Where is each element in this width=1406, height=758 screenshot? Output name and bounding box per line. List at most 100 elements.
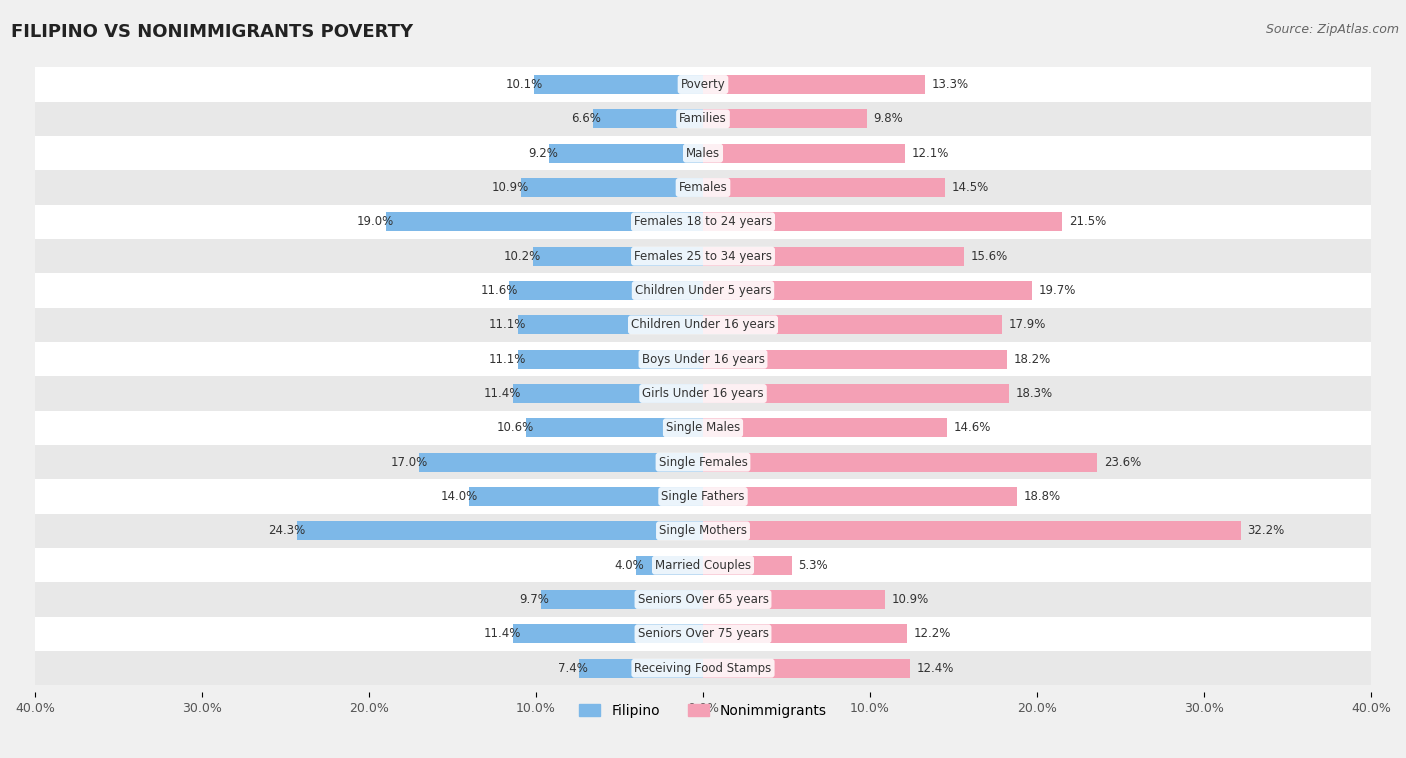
Bar	[509, 281, 703, 300]
Bar	[513, 384, 703, 403]
Bar	[703, 384, 1008, 403]
Text: 9.8%: 9.8%	[873, 112, 903, 125]
Bar	[35, 548, 1371, 582]
Text: Families: Families	[679, 112, 727, 125]
Text: 14.5%: 14.5%	[952, 181, 988, 194]
Text: 14.6%: 14.6%	[953, 421, 991, 434]
Text: Females 25 to 34 years: Females 25 to 34 years	[634, 249, 772, 263]
Bar	[297, 522, 703, 540]
Text: 10.2%: 10.2%	[503, 249, 541, 263]
Text: Single Mothers: Single Mothers	[659, 525, 747, 537]
Text: Girls Under 16 years: Girls Under 16 years	[643, 387, 763, 400]
Text: 4.0%: 4.0%	[614, 559, 644, 572]
Bar	[522, 178, 703, 197]
Text: 18.3%: 18.3%	[1015, 387, 1053, 400]
Bar	[35, 514, 1371, 548]
Text: 10.9%: 10.9%	[891, 593, 929, 606]
Text: 23.6%: 23.6%	[1104, 456, 1142, 468]
Text: 32.2%: 32.2%	[1247, 525, 1285, 537]
Text: 24.3%: 24.3%	[269, 525, 305, 537]
Bar	[703, 418, 946, 437]
Bar	[703, 281, 1032, 300]
Text: 7.4%: 7.4%	[558, 662, 588, 675]
Bar	[703, 659, 910, 678]
Text: 13.3%: 13.3%	[932, 78, 969, 91]
Bar	[419, 453, 703, 471]
Bar	[703, 349, 1007, 368]
Bar	[541, 590, 703, 609]
Text: FILIPINO VS NONIMMIGRANTS POVERTY: FILIPINO VS NONIMMIGRANTS POVERTY	[11, 23, 413, 41]
Text: Single Fathers: Single Fathers	[661, 490, 745, 503]
Text: 12.1%: 12.1%	[911, 147, 949, 160]
Bar	[703, 75, 925, 94]
Text: 9.7%: 9.7%	[519, 593, 550, 606]
Bar	[35, 582, 1371, 617]
Text: 12.2%: 12.2%	[914, 628, 950, 641]
Text: Children Under 16 years: Children Under 16 years	[631, 318, 775, 331]
Text: 10.6%: 10.6%	[498, 421, 534, 434]
Bar	[579, 659, 703, 678]
Text: 17.9%: 17.9%	[1008, 318, 1046, 331]
Text: Children Under 5 years: Children Under 5 years	[634, 284, 772, 297]
Bar	[517, 349, 703, 368]
Bar	[526, 418, 703, 437]
Bar	[703, 487, 1017, 506]
Bar	[703, 247, 963, 265]
Bar	[35, 342, 1371, 376]
Bar	[513, 625, 703, 644]
Text: 10.9%: 10.9%	[492, 181, 529, 194]
Text: 15.6%: 15.6%	[970, 249, 1008, 263]
Bar	[35, 67, 1371, 102]
Bar	[703, 556, 792, 575]
Bar	[517, 315, 703, 334]
Bar	[703, 212, 1062, 231]
Text: 17.0%: 17.0%	[391, 456, 427, 468]
Bar	[534, 75, 703, 94]
Bar	[35, 274, 1371, 308]
Text: 5.3%: 5.3%	[799, 559, 828, 572]
Bar	[35, 239, 1371, 274]
Bar	[35, 308, 1371, 342]
Text: 11.1%: 11.1%	[489, 318, 526, 331]
Text: Source: ZipAtlas.com: Source: ZipAtlas.com	[1265, 23, 1399, 36]
Bar	[35, 205, 1371, 239]
Text: Married Couples: Married Couples	[655, 559, 751, 572]
Text: Boys Under 16 years: Boys Under 16 years	[641, 352, 765, 365]
Text: Receiving Food Stamps: Receiving Food Stamps	[634, 662, 772, 675]
Text: Females: Females	[679, 181, 727, 194]
Bar	[703, 453, 1097, 471]
Text: 19.7%: 19.7%	[1039, 284, 1076, 297]
Bar	[35, 411, 1371, 445]
Text: 21.5%: 21.5%	[1069, 215, 1107, 228]
Legend: Filipino, Nonimmigrants: Filipino, Nonimmigrants	[574, 698, 832, 723]
Text: 10.1%: 10.1%	[505, 78, 543, 91]
Bar	[703, 315, 1002, 334]
Bar	[35, 376, 1371, 411]
Text: 14.0%: 14.0%	[440, 490, 478, 503]
Text: Seniors Over 65 years: Seniors Over 65 years	[637, 593, 769, 606]
Bar	[35, 136, 1371, 171]
Text: 9.2%: 9.2%	[527, 147, 558, 160]
Text: Single Males: Single Males	[666, 421, 740, 434]
Bar	[35, 102, 1371, 136]
Text: 18.8%: 18.8%	[1024, 490, 1060, 503]
Bar	[35, 479, 1371, 514]
Bar	[703, 590, 884, 609]
Text: 6.6%: 6.6%	[571, 112, 602, 125]
Text: Poverty: Poverty	[681, 78, 725, 91]
Text: Single Females: Single Females	[658, 456, 748, 468]
Text: Males: Males	[686, 147, 720, 160]
Text: 11.4%: 11.4%	[484, 628, 522, 641]
Bar	[35, 171, 1371, 205]
Text: 19.0%: 19.0%	[357, 215, 394, 228]
Text: Seniors Over 75 years: Seniors Over 75 years	[637, 628, 769, 641]
Bar	[703, 109, 866, 128]
Bar	[35, 445, 1371, 479]
Bar	[703, 522, 1240, 540]
Bar	[35, 651, 1371, 685]
Bar	[703, 144, 905, 163]
Text: 11.4%: 11.4%	[484, 387, 522, 400]
Bar	[385, 212, 703, 231]
Bar	[703, 625, 907, 644]
Text: 18.2%: 18.2%	[1014, 352, 1050, 365]
